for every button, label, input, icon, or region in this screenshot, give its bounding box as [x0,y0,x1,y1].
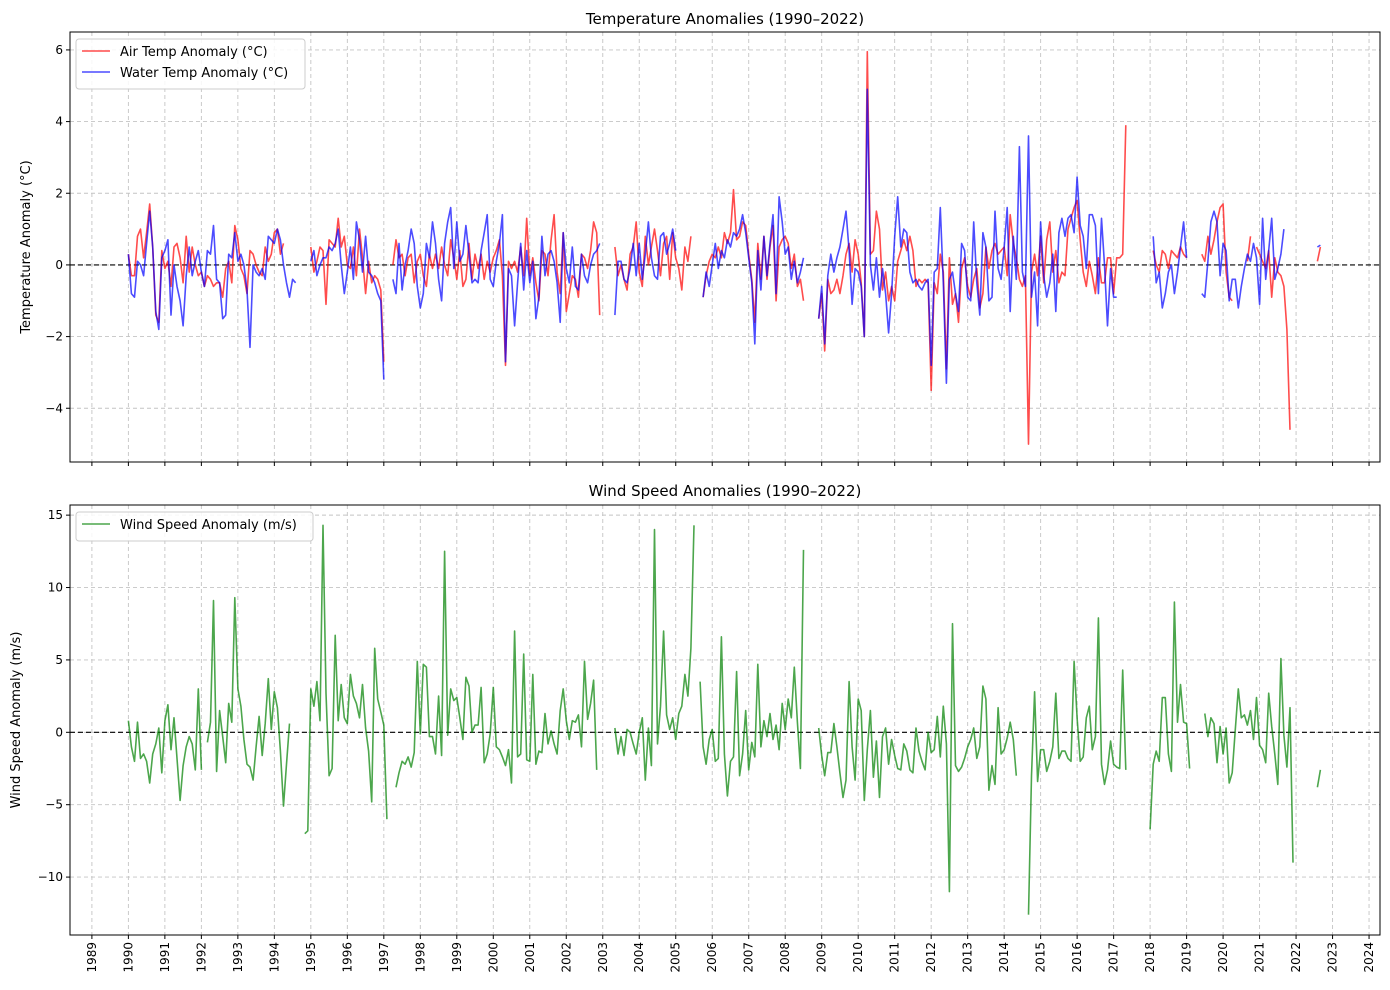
wind-x-tick-label: 1992 [194,942,208,973]
wind-x-tick-label: 2020 [1216,942,1230,973]
wind-x-tick-label: 2016 [1070,942,1084,973]
wind-legend: Wind Speed Anomaly (m/s) [75,511,314,542]
temperature-series-line-1 [127,50,1322,445]
wind-x-tick-label: 2003 [596,942,610,973]
wind-y-tick-label: −5 [45,798,63,812]
wind-y-tick-label: −10 [38,870,63,884]
wind-x-tick-label: 2000 [486,942,500,973]
wind-x-tick-label: 2015 [1034,942,1048,973]
temperature-y-tick-label: −2 [45,330,63,344]
wind-x-tick-label: 2013 [961,942,975,973]
wind-x-tick-label: 2019 [1180,942,1194,973]
wind-x-tick-label: 1990 [121,942,135,973]
temperature-y-tick-label: 0 [55,258,63,272]
wind-x-tick-label: 2023 [1326,942,1340,973]
wind-x-tick-label: 2024 [1362,942,1376,973]
wind-x-tick-label: 1996 [340,942,354,973]
wind-axes: Wind Speed Anomalies (1990–2022) Wind Sp… [9,482,1381,973]
wind-x-tick-label: 1994 [267,942,281,973]
wind-x-tick-label: 2018 [1143,942,1157,973]
temperature-y-axis-label: Temperature Anomaly (°C) [19,160,34,334]
temperature-y-tick-label: 6 [55,43,63,57]
temperature-legend-box [75,38,306,90]
temperature-axes: Temperature Anomalies (1990–2022) Temper… [19,10,1381,466]
wind-series-line-1 [127,524,1322,915]
wind-y-tick-label: 10 [48,581,63,595]
wind-x-tick-label: 2001 [523,942,537,973]
wind-x-tick-label: 2012 [924,942,938,973]
wind-x-tick-label: 1991 [158,942,172,973]
wind-y-tick-label: 0 [55,725,63,739]
wind-chart-title: Wind Speed Anomalies (1990–2022) [589,482,862,500]
wind-x-tick-label: 2010 [851,942,865,973]
wind-y-tick-label: 15 [48,508,63,522]
wind-x-tick-label: 1999 [450,942,464,973]
temperature-series-line-2 [127,88,1321,384]
wind-x-tick-label: 2008 [778,942,792,973]
wind-x-tick-label: 2017 [1107,942,1121,973]
wind-x-tick-label: 2005 [669,942,683,973]
wind-x-tick-label: 2004 [632,942,646,973]
wind-x-tick-label: 1995 [304,942,318,973]
temperature-y-tick-label: 2 [55,186,63,200]
wind-x-tick-label: 2021 [1253,942,1267,973]
temperature-legend: Air Temp Anomaly (°C) Water Temp Anomaly … [75,38,306,90]
temperature-legend-label: Water Temp Anomaly (°C) [120,66,288,81]
wind-x-tick-label: 2002 [559,942,573,973]
wind-y-tick-label: 5 [55,653,63,667]
temperature-grid [70,32,1380,462]
wind-legend-box [75,511,314,542]
wind-x-tick-label: 1993 [231,942,245,973]
wind-x-tick-label: 2006 [705,942,719,973]
wind-x-tick-label: 1989 [85,942,99,973]
temperature-y-tick-label: 4 [55,115,63,129]
temperature-y-tick-label: −4 [45,401,63,415]
wind-x-tick-label: 2007 [742,942,756,973]
wind-x-tick-label: 2009 [815,942,829,973]
wind-x-tick-label: 2014 [997,942,1011,973]
temperature-chart-title: Temperature Anomalies (1990–2022) [585,10,864,28]
wind-axes-frame [69,504,1381,936]
wind-x-tick-label: 1998 [413,942,427,973]
wind-x-tick-label: 1997 [377,942,391,973]
wind-legend-label: Wind Speed Anomaly (m/s) [120,518,297,533]
wind-x-tick-label: 2022 [1289,942,1303,973]
wind-x-tick-label: 2011 [888,942,902,973]
wind-y-axis-label: Wind Speed Anomaly (m/s) [9,632,24,809]
temperature-legend-label: Air Temp Anomaly (°C) [120,45,268,60]
temperature-axes-frame [69,31,1381,463]
